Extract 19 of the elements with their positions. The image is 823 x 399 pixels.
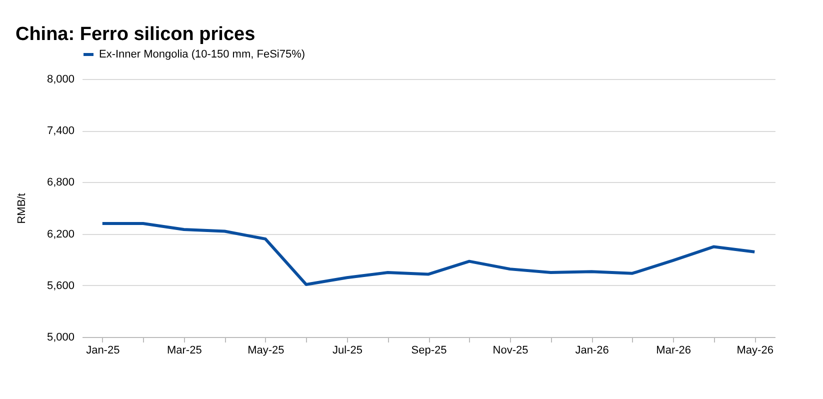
x-tick-label: Jul-25 (332, 344, 362, 356)
y-tick-label: 7,400 (46, 125, 74, 138)
x-tick-label: Jan-25 (86, 344, 120, 356)
y-tick-label: 5,000 (46, 332, 74, 344)
y-tick-label: 6,200 (46, 228, 74, 240)
x-tick-label: Mar-26 (656, 344, 692, 356)
y-axis-title: RMB/t (16, 193, 28, 224)
x-tick-label: Mar-25 (166, 344, 202, 356)
x-tick-label: Nov-25 (492, 344, 528, 356)
y-tick-label: 5,600 (46, 280, 74, 292)
line-series (100, 222, 756, 286)
y-tick-label: 6,800 (46, 176, 74, 189)
x-tick-label: May-25 (248, 344, 284, 356)
y-tick-label: 8,000 (46, 74, 74, 86)
legend-label: Ex-Inner Mongolia (10-150 mm, FeSi75%) (99, 48, 306, 60)
x-tick-label: May-26 (736, 344, 774, 356)
x-tick-label: Jan-26 (575, 344, 609, 356)
chart-title: China: Ferro silicon prices (15, 24, 256, 45)
x-tick-label: Sep-25 (411, 344, 447, 356)
